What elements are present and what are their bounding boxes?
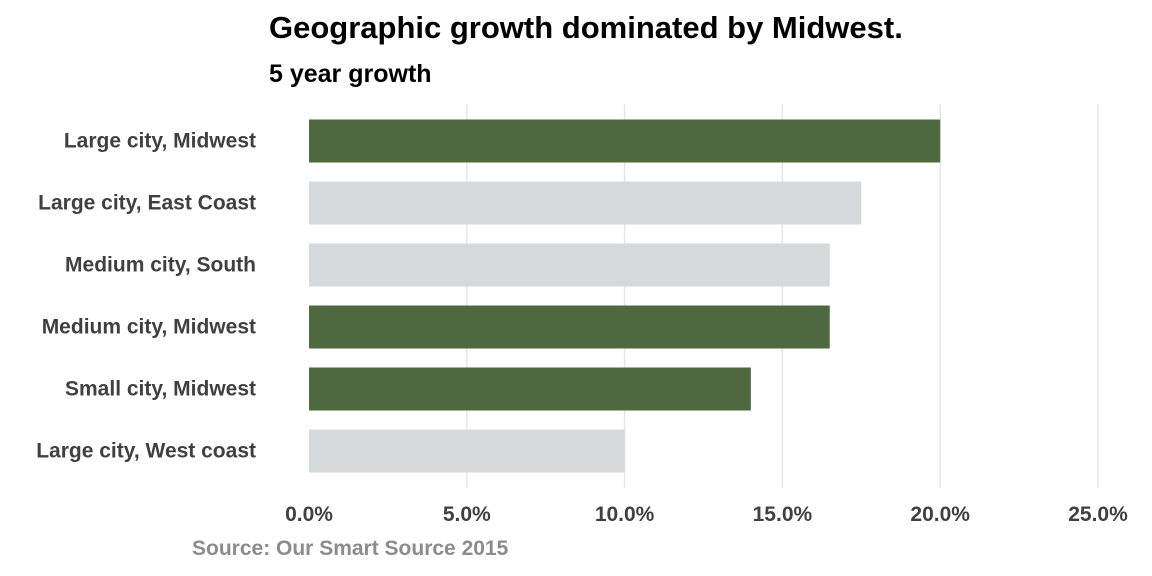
category-label: Small city, Midwest: [65, 378, 256, 401]
grid-lines: [466, 104, 1099, 488]
bar: [309, 305, 830, 349]
x-tick-label: 25.0%: [1068, 503, 1128, 526]
category-label: Large city, West coast: [36, 440, 256, 463]
x-tick-label: 10.0%: [595, 503, 655, 526]
bar: [309, 181, 862, 225]
x-tick-label: 5.0%: [443, 503, 491, 526]
category-label: Large city, Midwest: [64, 130, 256, 153]
bar: [309, 429, 625, 473]
x-tick-label: 15.0%: [753, 503, 813, 526]
category-labels: Large city, Midwest Large city, East Coas…: [36, 130, 256, 463]
x-tick-label: 0.0%: [285, 503, 333, 526]
chart-title: Geographic growth dominated by Midwest.: [269, 10, 903, 45]
x-axis-tick-labels: 0.0% 5.0% 10.0% 15.0% 20.0% 25.0%: [285, 503, 1128, 526]
chart-subtitle: 5 year growth: [269, 60, 432, 88]
category-label: Medium city, South: [65, 254, 256, 277]
source-note: Source: Our Smart Source 2015: [192, 537, 509, 560]
x-tick-label: 20.0%: [910, 503, 970, 526]
bar: [309, 243, 830, 287]
category-label: Medium city, Midwest: [42, 316, 256, 339]
bars: [309, 119, 941, 473]
category-label: Large city, East Coast: [38, 192, 256, 215]
bar: [309, 367, 751, 411]
bar: [309, 119, 941, 163]
